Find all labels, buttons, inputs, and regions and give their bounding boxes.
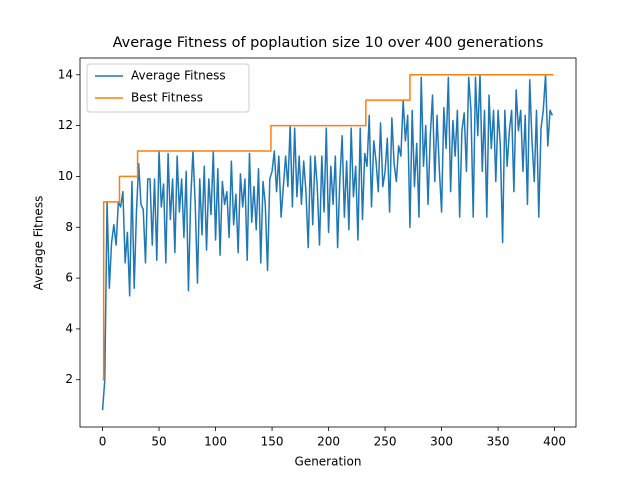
y-tick-label: 14: [58, 67, 73, 81]
x-tick-label: 300: [430, 435, 453, 449]
chart-title: Average Fitness of poplaution size 10 ov…: [113, 35, 544, 51]
y-axis-label: Average Fitness: [32, 196, 46, 291]
x-tick-label: 150: [261, 435, 284, 449]
x-tick-label: 50: [151, 435, 166, 449]
x-tick-label: 350: [487, 435, 510, 449]
legend-label: Average Fitness: [131, 69, 226, 83]
y-tick-label: 2: [65, 372, 73, 386]
data-line: [101, 74, 554, 411]
x-axis-label: Generation: [295, 455, 362, 469]
legend-label: Best Fitness: [131, 91, 203, 105]
x-tick-label: 100: [204, 435, 227, 449]
y-tick-label: 8: [65, 220, 73, 234]
y-tick-label: 12: [58, 118, 73, 132]
plot-frame: [79, 57, 577, 428]
y-tick-label: 4: [65, 321, 73, 335]
y-tick-label: 6: [65, 271, 73, 285]
y-tick-label: 10: [58, 169, 73, 183]
x-tick-label: 400: [543, 435, 566, 449]
x-tick-label: 250: [374, 435, 397, 449]
x-tick-label: 200: [317, 435, 340, 449]
x-tick-label: 0: [99, 435, 107, 449]
data-line: [102, 74, 554, 381]
legend-box: [86, 63, 250, 113]
